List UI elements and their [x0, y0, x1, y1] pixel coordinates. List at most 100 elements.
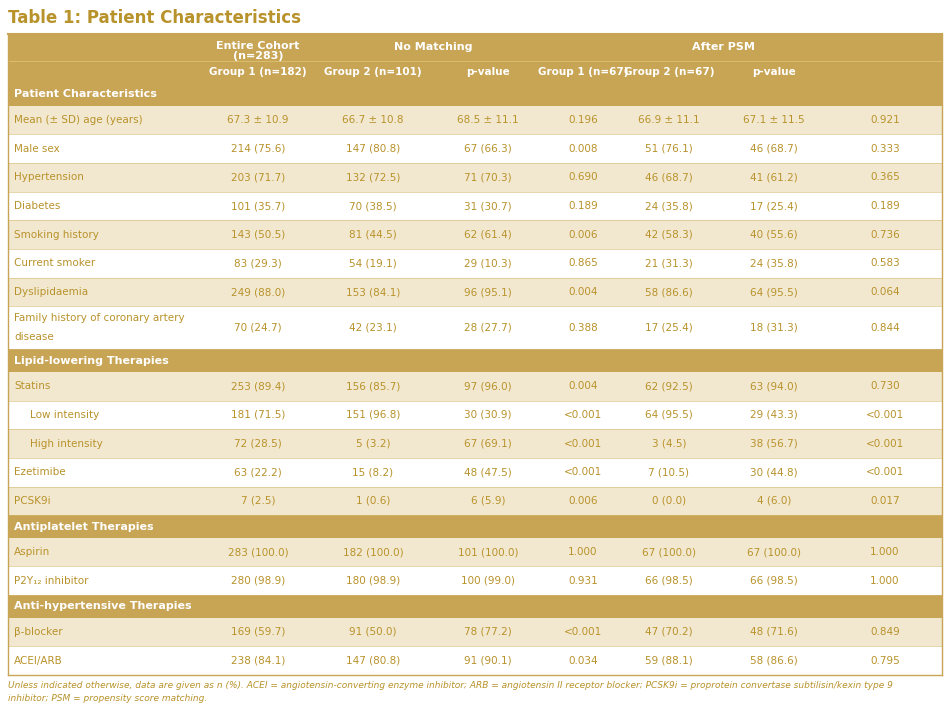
Bar	[8, 349, 942, 372]
Bar	[8, 567, 942, 595]
Text: 0.008: 0.008	[568, 143, 598, 153]
Text: <0.001: <0.001	[564, 467, 602, 477]
Text: 17 (25.4): 17 (25.4)	[750, 201, 798, 211]
Text: <0.001: <0.001	[865, 467, 904, 477]
Text: 7 (10.5): 7 (10.5)	[649, 467, 690, 477]
Text: 72 (28.5): 72 (28.5)	[234, 439, 282, 449]
Text: Current smoker: Current smoker	[14, 258, 95, 268]
Text: 1.000: 1.000	[568, 547, 598, 557]
Text: 1.000: 1.000	[870, 547, 900, 557]
Text: 0.365: 0.365	[870, 173, 900, 182]
Bar	[8, 458, 942, 486]
Text: 0.004: 0.004	[568, 381, 598, 391]
Text: 1 (0.6): 1 (0.6)	[356, 496, 390, 506]
Text: 214 (75.6): 214 (75.6)	[231, 143, 285, 153]
Text: 249 (88.0): 249 (88.0)	[231, 287, 285, 297]
Bar	[8, 372, 942, 400]
Bar	[8, 537, 942, 567]
Text: 83 (29.3): 83 (29.3)	[234, 258, 282, 268]
Text: 1.000: 1.000	[870, 576, 900, 586]
Text: 46 (68.7): 46 (68.7)	[750, 143, 798, 153]
Text: P2Y₁₂ inhibitor: P2Y₁₂ inhibitor	[14, 576, 88, 586]
Text: 0.196: 0.196	[568, 115, 598, 125]
Text: Aspirin: Aspirin	[14, 547, 50, 557]
Bar	[8, 220, 942, 249]
Bar	[8, 83, 942, 106]
Text: 100 (99.0): 100 (99.0)	[461, 576, 515, 586]
Text: 21 (31.3): 21 (31.3)	[645, 258, 693, 268]
Text: 0 (0.0): 0 (0.0)	[652, 496, 686, 506]
Text: 66.7 ± 10.8: 66.7 ± 10.8	[342, 115, 404, 125]
Text: 91 (50.0): 91 (50.0)	[350, 627, 397, 637]
Text: 5 (3.2): 5 (3.2)	[355, 439, 390, 449]
Text: 0.931: 0.931	[568, 576, 598, 586]
Text: 54 (19.1): 54 (19.1)	[350, 258, 397, 268]
Text: 0.388: 0.388	[568, 323, 598, 333]
Text: 24 (35.8): 24 (35.8)	[750, 258, 798, 268]
Text: 91 (90.1): 91 (90.1)	[465, 655, 512, 666]
Text: Antiplatelet Therapies: Antiplatelet Therapies	[14, 522, 154, 532]
Bar	[8, 163, 942, 192]
Text: 48 (71.6): 48 (71.6)	[750, 627, 798, 637]
Text: 30 (44.8): 30 (44.8)	[750, 467, 798, 477]
Text: 0.189: 0.189	[870, 201, 900, 211]
Text: ACEI/ARB: ACEI/ARB	[14, 655, 63, 666]
Text: 30 (30.9): 30 (30.9)	[465, 410, 512, 420]
Text: 71 (70.3): 71 (70.3)	[465, 173, 512, 182]
Bar	[8, 515, 942, 537]
Text: 66 (98.5): 66 (98.5)	[750, 576, 798, 586]
Text: 0.034: 0.034	[568, 655, 598, 666]
Text: 147 (80.8): 147 (80.8)	[346, 655, 400, 666]
Text: 24 (35.8): 24 (35.8)	[645, 201, 693, 211]
Text: PCSK9i: PCSK9i	[14, 496, 50, 506]
Text: 0.736: 0.736	[870, 230, 900, 240]
Text: 78 (77.2): 78 (77.2)	[465, 627, 512, 637]
Text: 38 (56.7): 38 (56.7)	[750, 439, 798, 449]
Bar	[8, 400, 942, 430]
Text: Low intensity: Low intensity	[30, 410, 99, 420]
Text: Hypertension: Hypertension	[14, 173, 84, 182]
Text: 64 (95.5): 64 (95.5)	[750, 287, 798, 297]
Text: After PSM: After PSM	[692, 42, 754, 52]
Text: 0.844: 0.844	[870, 323, 900, 333]
Text: 0.004: 0.004	[568, 287, 598, 297]
Text: 151 (96.8): 151 (96.8)	[346, 410, 400, 420]
Text: 0.730: 0.730	[870, 381, 900, 391]
Text: Smoking history: Smoking history	[14, 230, 99, 240]
Text: 238 (84.1): 238 (84.1)	[231, 655, 285, 666]
Text: 169 (59.7): 169 (59.7)	[231, 627, 285, 637]
Text: <0.001: <0.001	[564, 439, 602, 449]
Bar	[8, 595, 942, 618]
Text: 101 (35.7): 101 (35.7)	[231, 201, 285, 211]
Text: 42 (23.1): 42 (23.1)	[350, 323, 397, 333]
Text: 47 (70.2): 47 (70.2)	[645, 627, 693, 637]
Text: 28 (27.7): 28 (27.7)	[465, 323, 512, 333]
Text: 0.865: 0.865	[568, 258, 598, 268]
Text: 0.690: 0.690	[568, 173, 598, 182]
Text: <0.001: <0.001	[564, 410, 602, 420]
Text: 132 (72.5): 132 (72.5)	[346, 173, 400, 182]
Text: Group 2 (n=67): Group 2 (n=67)	[624, 67, 714, 77]
Text: 0.006: 0.006	[568, 496, 598, 506]
Text: 15 (8.2): 15 (8.2)	[352, 467, 393, 477]
Bar	[8, 646, 942, 675]
Bar	[8, 34, 942, 83]
Text: 180 (98.9): 180 (98.9)	[346, 576, 400, 586]
Text: 0.333: 0.333	[870, 143, 900, 153]
Text: 29 (43.3): 29 (43.3)	[750, 410, 798, 420]
Text: <0.001: <0.001	[564, 627, 602, 637]
Text: Lipid-lowering Therapies: Lipid-lowering Therapies	[14, 356, 169, 366]
Bar	[8, 134, 942, 163]
Text: Table 1: Patient Characteristics: Table 1: Patient Characteristics	[8, 9, 301, 27]
Text: 0.006: 0.006	[568, 230, 598, 240]
Text: Dyslipidaemia: Dyslipidaemia	[14, 287, 88, 297]
Text: 62 (92.5): 62 (92.5)	[645, 381, 693, 391]
Text: 253 (89.4): 253 (89.4)	[231, 381, 285, 391]
Text: disease: disease	[14, 332, 54, 342]
Text: 0.849: 0.849	[870, 627, 900, 637]
Text: inhibitor; PSM = propensity score matching.: inhibitor; PSM = propensity score matchi…	[8, 694, 207, 703]
Text: 0.583: 0.583	[870, 258, 900, 268]
Text: 153 (84.1): 153 (84.1)	[346, 287, 400, 297]
Text: 48 (47.5): 48 (47.5)	[465, 467, 512, 477]
Text: 7 (2.5): 7 (2.5)	[240, 496, 276, 506]
